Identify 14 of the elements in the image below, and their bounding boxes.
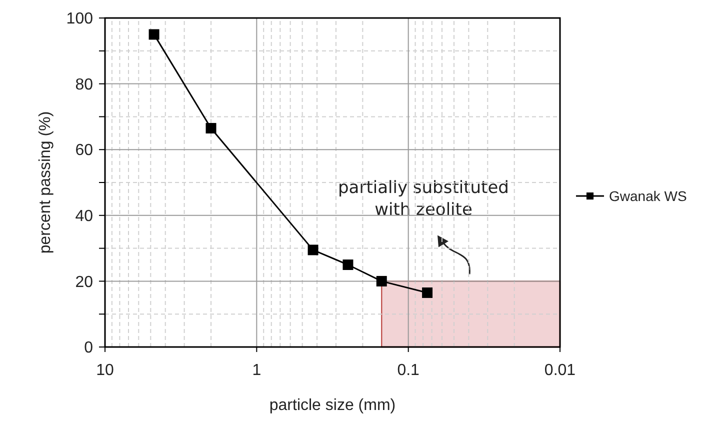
y-tick-label: 80	[75, 76, 94, 94]
x-tick-label: 0.01	[544, 362, 576, 379]
legend-label: Gwanak WS	[609, 188, 687, 204]
y-axis-title: percent passing (%)	[37, 111, 54, 254]
y-tick-label: 20	[75, 274, 94, 291]
y-tick-label: 60	[75, 142, 94, 160]
annotation: partially substituted with zeolite	[338, 178, 509, 220]
x-axis-title: particle size (mm)	[269, 397, 396, 414]
x-tick-label: 1	[252, 362, 262, 379]
y-tick-label: 40	[75, 208, 94, 225]
y-tick-label: 100	[66, 10, 94, 28]
y-tick-label: 0	[84, 340, 94, 357]
x-tick-label: 0.1	[397, 362, 420, 379]
x-tick-label: 10	[96, 362, 114, 379]
